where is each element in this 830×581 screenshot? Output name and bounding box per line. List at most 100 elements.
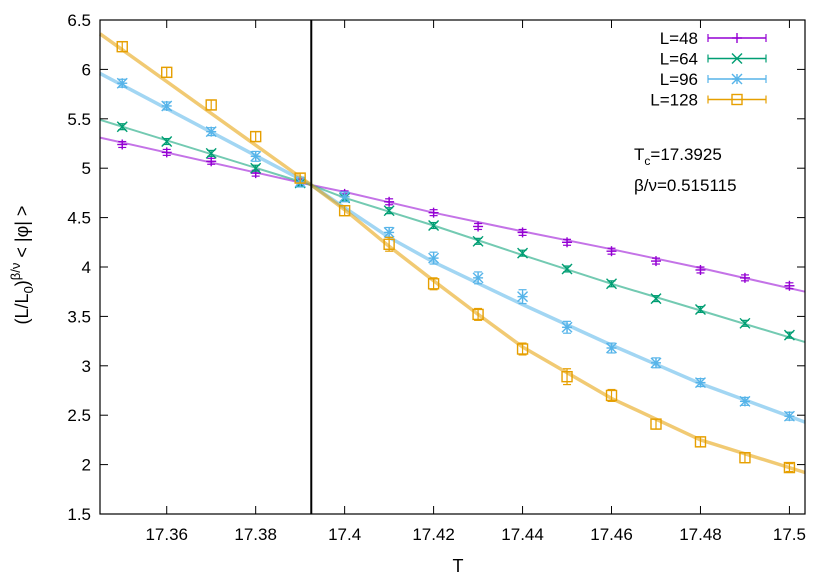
data-point <box>428 251 440 265</box>
marker-stroke <box>116 77 128 89</box>
legend-marker <box>731 93 743 106</box>
fit-line-series-3 <box>99 71 806 424</box>
marker-stroke <box>116 121 128 133</box>
data-point <box>516 342 529 356</box>
marker-square <box>294 172 306 184</box>
marker-stroke <box>427 278 440 290</box>
marker-stroke <box>205 99 217 111</box>
marker-stroke <box>472 235 484 247</box>
y-tick-label: 6 <box>82 60 91 79</box>
marker-square <box>472 308 484 321</box>
marker-square <box>249 130 262 143</box>
svg-text:Tc=17.3925: Tc=17.3925 <box>634 145 722 168</box>
marker-plus <box>117 139 128 150</box>
marker-cross <box>739 317 751 329</box>
marker-stroke <box>205 126 217 138</box>
marker-stroke <box>116 40 128 53</box>
data-point <box>161 66 173 79</box>
marker-stroke <box>739 395 751 407</box>
marker-plus <box>784 280 795 291</box>
data-point <box>472 307 484 321</box>
data-point <box>517 289 529 305</box>
marker-stroke <box>161 136 173 148</box>
marker-stroke <box>739 317 751 329</box>
marker-star <box>739 395 751 407</box>
legend-label: L=48 <box>660 29 698 48</box>
y-tick-label: 2 <box>82 456 91 475</box>
marker-square <box>338 204 351 217</box>
marker-square <box>161 66 173 79</box>
marker-square <box>516 343 529 355</box>
data-point <box>250 150 262 162</box>
marker-cross <box>428 220 440 231</box>
legend-marker <box>732 33 742 43</box>
data-point <box>783 461 796 474</box>
marker-stroke <box>650 418 662 430</box>
marker-stroke <box>294 172 306 184</box>
legend-label: L=96 <box>660 70 698 89</box>
marker-plus <box>473 221 484 232</box>
data-point <box>783 329 795 341</box>
data-point <box>161 136 173 148</box>
marker-square <box>694 436 707 448</box>
marker-stroke <box>472 272 484 284</box>
legend-entry: L=48 <box>660 29 767 48</box>
marker-stroke <box>472 308 484 321</box>
data-point <box>650 418 662 430</box>
marker-square <box>205 99 217 111</box>
data-point <box>694 377 706 389</box>
data-point <box>428 220 440 231</box>
marker-star <box>694 377 706 389</box>
data-point <box>694 303 706 315</box>
marker-stroke <box>161 66 173 79</box>
marker-stroke <box>739 451 751 464</box>
data-point <box>250 162 262 174</box>
data-point <box>161 100 173 112</box>
data-point <box>694 436 707 448</box>
data-point <box>249 130 262 143</box>
marker-stroke <box>205 147 217 159</box>
marker-stroke <box>650 357 662 369</box>
marker-stroke <box>517 247 529 259</box>
marker-square <box>427 278 440 290</box>
data-point <box>739 317 751 329</box>
data-points <box>116 40 796 474</box>
data-point <box>161 147 172 158</box>
data-point <box>384 196 395 207</box>
marker-plus <box>695 264 706 275</box>
marker-square <box>116 40 128 53</box>
data-point <box>739 395 751 407</box>
marker-cross <box>517 247 529 259</box>
marker-stroke <box>249 130 262 143</box>
data-point <box>205 126 217 138</box>
marker-stroke <box>783 461 796 474</box>
tc-symbol: T <box>634 145 644 164</box>
legend-marker <box>731 73 743 85</box>
x-tick-label: 17.48 <box>679 525 722 544</box>
data-point <box>472 235 484 247</box>
data-point <box>383 205 395 217</box>
data-point <box>562 237 573 248</box>
marker-cross <box>383 205 395 217</box>
data-point <box>472 271 484 285</box>
legend-entry: L=64 <box>660 50 767 69</box>
y-tick-label: 6.5 <box>67 11 91 30</box>
marker-stroke <box>339 191 351 203</box>
data-point <box>206 156 217 167</box>
data-point <box>739 272 750 283</box>
marker-cross <box>783 329 795 341</box>
marker-cross <box>650 293 662 305</box>
data-point <box>561 263 573 275</box>
tc-value: =17.3925 <box>650 145 721 164</box>
x-axis-label: T <box>453 556 464 576</box>
x-tick-label: 17.46 <box>590 525 633 544</box>
data-point <box>294 172 306 184</box>
marker-stroke <box>694 436 707 448</box>
marker-stroke <box>561 370 573 383</box>
marker-stroke <box>606 342 618 354</box>
data-point <box>606 342 618 354</box>
legend-entry: L=128 <box>650 91 767 110</box>
y-tick-label: 2.5 <box>67 406 91 425</box>
marker-stroke <box>731 93 743 106</box>
tc-subscript: c <box>644 154 650 168</box>
